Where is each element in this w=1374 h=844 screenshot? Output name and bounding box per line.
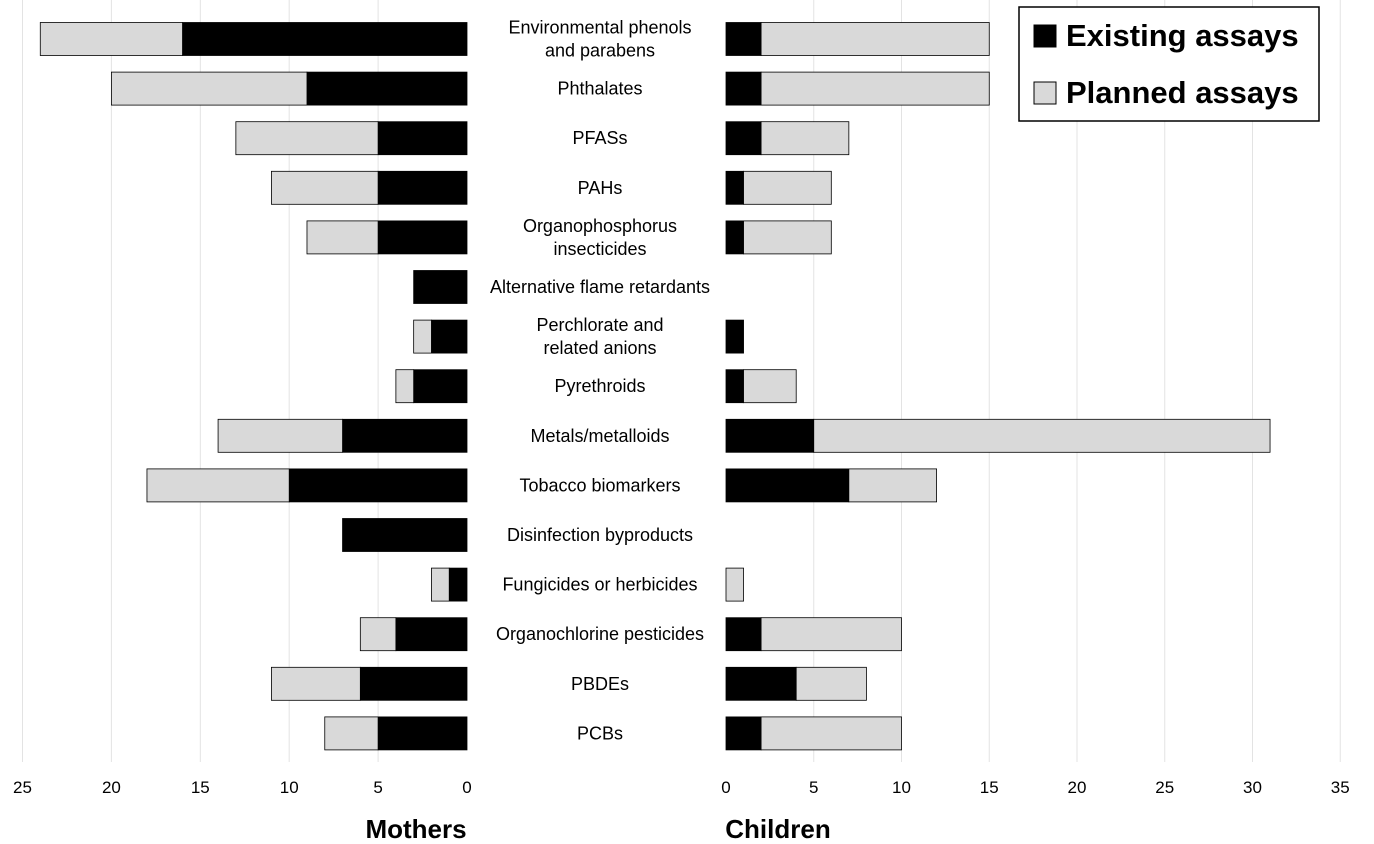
category-label: and parabens xyxy=(545,41,655,61)
category-label: PCBs xyxy=(577,723,623,743)
children-bar-planned xyxy=(813,418,1271,453)
mothers-bar-existing xyxy=(359,666,468,701)
children-tick-label: 20 xyxy=(1068,778,1087,797)
children-bar-existing xyxy=(725,22,762,56)
mothers-bar-existing xyxy=(306,71,468,106)
category-label: Pyrethroids xyxy=(554,376,645,396)
children-bar-existing xyxy=(725,319,744,354)
category-label: Organochlorine pesticides xyxy=(496,624,704,644)
children-bar-existing xyxy=(725,468,850,503)
mothers-bar-existing xyxy=(377,170,468,205)
mothers-bar-planned xyxy=(217,418,343,453)
category-label: Organophosphorus xyxy=(523,216,677,236)
legend-swatch-planned xyxy=(1033,81,1057,105)
children-bar-existing xyxy=(725,716,762,751)
mothers-bar-existing xyxy=(182,22,468,56)
legend-label-planned: Planned assays xyxy=(1066,75,1299,110)
mothers-tick-label: 20 xyxy=(102,778,121,797)
children-bar-planned xyxy=(760,22,990,56)
children-bar-planned xyxy=(760,71,990,106)
children-bar-existing xyxy=(725,617,762,652)
children-tick-label: 15 xyxy=(980,778,999,797)
category-label: Fungicides or herbicides xyxy=(502,575,697,595)
category-labels: Environmental phenols and parabens Phthala… xyxy=(490,18,710,744)
mothers-bar-planned xyxy=(271,170,379,205)
category-label: PBDEs xyxy=(571,674,629,694)
category-label: Alternative flame retardants xyxy=(490,277,710,297)
children-bar-planned xyxy=(848,468,937,503)
mothers-tick-label: 5 xyxy=(373,778,382,797)
mothers-bar-planned xyxy=(306,220,379,255)
mothers-bar-existing xyxy=(413,369,468,404)
mothers-bar-planned xyxy=(359,617,397,652)
mothers-tick-label: 0 xyxy=(462,778,471,797)
legend: Existing assays Planned assays xyxy=(1018,6,1320,122)
mothers-bar-existing xyxy=(377,121,468,156)
children-bar-planned xyxy=(725,567,744,602)
mothers-bar-existing xyxy=(377,716,468,751)
legend-box xyxy=(1018,6,1320,122)
mothers-bar-existing xyxy=(342,418,468,453)
category-label: Environmental phenols xyxy=(508,18,691,38)
children-bar-planned xyxy=(760,716,902,751)
children-bar-existing xyxy=(725,369,744,404)
mothers-bar-existing xyxy=(342,518,468,552)
mothers-tick-label: 25 xyxy=(13,778,32,797)
category-label: Tobacco biomarkers xyxy=(519,475,680,495)
legend-label-existing: Existing assays xyxy=(1066,18,1299,53)
bars xyxy=(39,22,1271,751)
mothers-bar-planned xyxy=(111,71,308,106)
children-bar-planned xyxy=(795,666,867,701)
mothers-tick-label: 10 xyxy=(280,778,299,797)
children-tick-label: 25 xyxy=(1155,778,1174,797)
category-label: Perchlorate and xyxy=(536,315,663,335)
mothers-bar-planned xyxy=(431,567,450,602)
mothers-bar-existing xyxy=(431,319,468,354)
category-label: Phthalates xyxy=(557,79,642,99)
tick-labels: 0 5 10 15 20 25 0 5 10 15 20 25 30 35 xyxy=(13,778,1350,797)
children-axis-title: Children xyxy=(725,814,830,844)
children-bar-existing xyxy=(725,418,815,453)
children-bar-existing xyxy=(725,121,762,156)
mothers-bar-existing xyxy=(413,270,468,304)
category-label: Metals/metalloids xyxy=(530,426,669,446)
mothers-bar-existing xyxy=(377,220,468,255)
children-tick-label: 35 xyxy=(1331,778,1350,797)
mothers-bar-existing xyxy=(448,567,468,602)
category-label: Disinfection byproducts xyxy=(507,525,693,545)
children-bar-planned xyxy=(760,617,902,652)
mothers-bar-planned xyxy=(413,319,432,354)
mothers-axis-title: Mothers xyxy=(365,814,466,844)
children-tick-label: 30 xyxy=(1243,778,1262,797)
mothers-bar-planned xyxy=(146,468,290,503)
mothers-bar-planned xyxy=(395,369,415,404)
children-tick-label: 5 xyxy=(809,778,818,797)
category-label: PAHs xyxy=(578,178,623,198)
children-tick-label: 10 xyxy=(892,778,911,797)
mothers-bar-existing xyxy=(288,468,468,503)
children-bar-planned xyxy=(743,369,797,404)
children-bar-existing xyxy=(725,666,797,701)
legend-swatch-existing xyxy=(1033,24,1057,48)
category-label: insecticides xyxy=(553,239,646,259)
category-label: related anions xyxy=(543,338,656,358)
children-bar-planned xyxy=(743,220,832,255)
children-tick-label: 0 xyxy=(721,778,730,797)
mothers-bar-planned xyxy=(324,716,379,751)
children-bar-existing xyxy=(725,170,744,205)
children-bar-planned xyxy=(743,170,832,205)
children-bar-planned xyxy=(760,121,850,156)
children-bar-existing xyxy=(725,71,762,106)
children-bar-existing xyxy=(725,220,744,255)
mothers-bar-planned xyxy=(235,121,379,156)
mothers-bar-planned xyxy=(271,666,361,701)
mothers-tick-label: 15 xyxy=(191,778,210,797)
mothers-bar-existing xyxy=(395,617,468,652)
category-label: PFASs xyxy=(572,128,627,148)
mothers-bar-planned xyxy=(39,22,183,56)
